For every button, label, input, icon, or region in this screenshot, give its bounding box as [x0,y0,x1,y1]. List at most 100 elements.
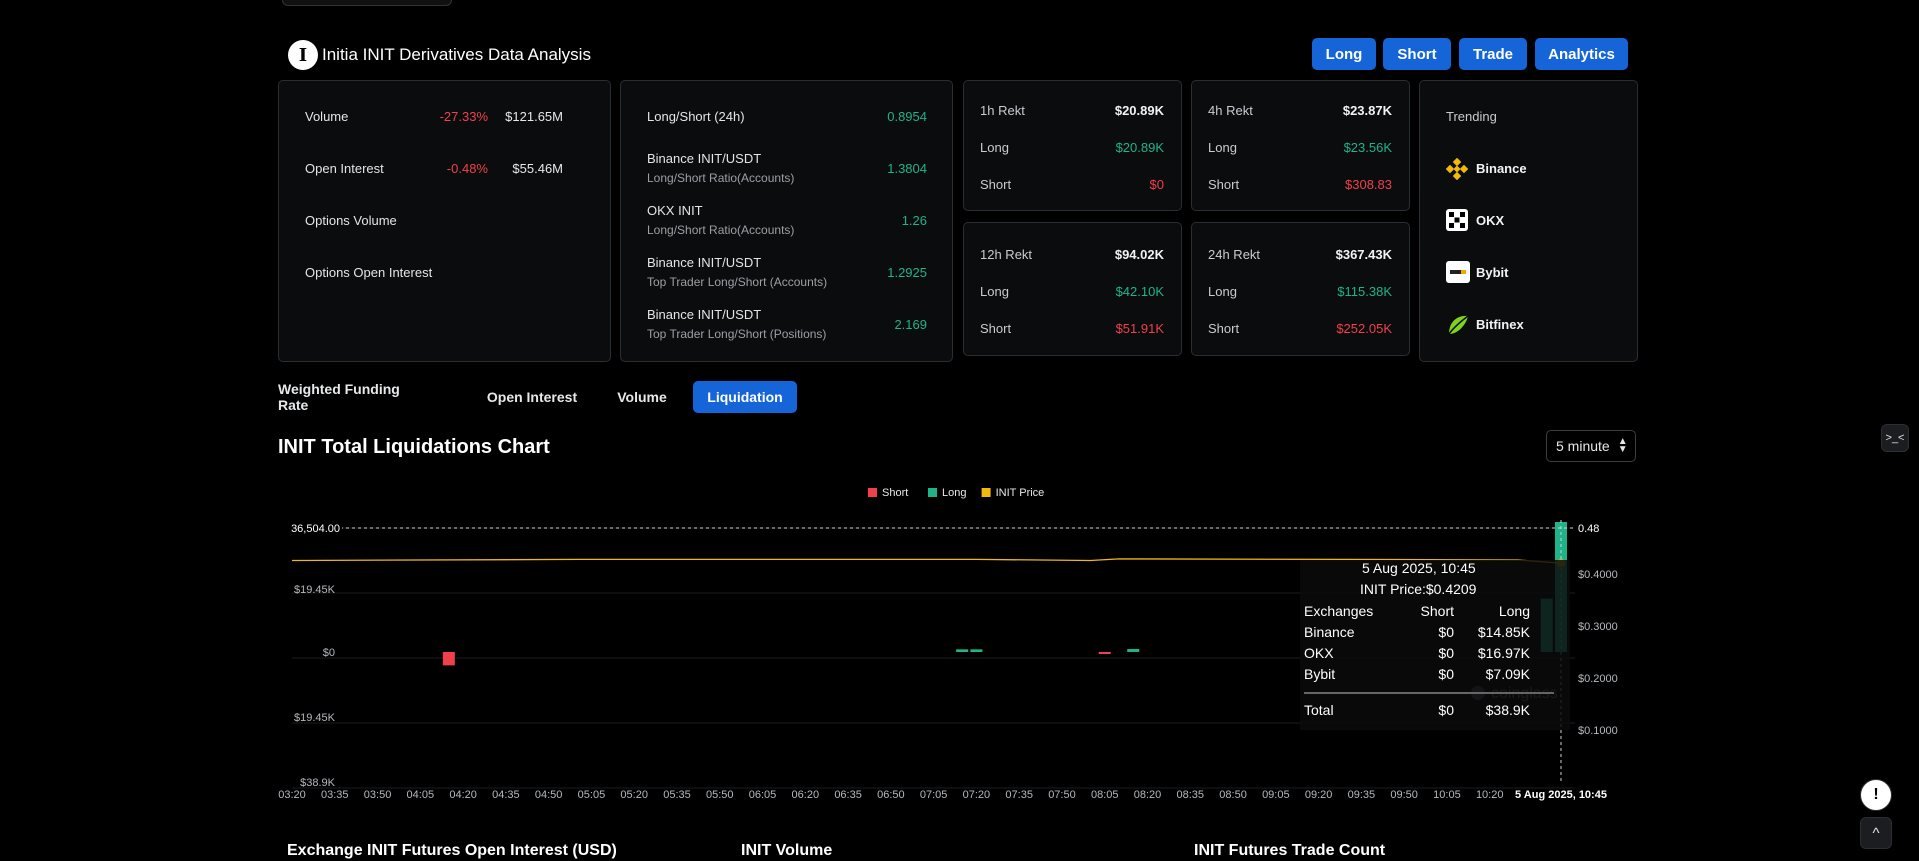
x-tick-label: 05:35 [663,789,691,801]
x-tick-label: 04:05 [407,789,435,801]
tab-open-interest[interactable]: Open Interest [486,389,578,405]
options-open-interest-label: Options Open Interest [305,265,433,280]
summary-card: Volume -27.33% $121.65M Open Interest -0… [278,80,611,362]
tooltip-header-exchanges: Exchanges [1304,603,1374,619]
analytics-button[interactable]: Analytics [1535,38,1628,70]
x-tick-label: 07:20 [963,789,991,801]
left-axis: $19.45K $0 $19.45K $38.9K [294,584,336,789]
x-tick-label: 09:35 [1348,789,1376,801]
x-tick-label: 08:05 [1091,789,1119,801]
volume-section-title: INIT Volume [741,842,833,859]
legend-swatch [868,488,877,497]
rekt-long: $23.56K [1343,140,1392,155]
ratio-value: 1.26 [901,213,927,228]
ratio-label: Binance INIT/USDT [647,307,762,322]
page-title: Initia INIT Derivatives Data Analysis [322,45,591,64]
x-tick-label: 09:50 [1390,789,1418,801]
x-tick-label: 04:35 [492,789,520,801]
trending-item-okx[interactable]: OKX [1476,213,1505,228]
tooltip-exchange: Bybit [1304,666,1336,682]
rekt-title: 24h Rekt [1208,247,1261,262]
rekt-short-label: Short [1208,177,1240,192]
open-interest-label: Open Interest [305,161,384,176]
left-tick-label: $38.9K [300,777,336,789]
top-search-pill[interactable] [282,0,452,6]
bybit-icon [1446,261,1470,283]
interval-select[interactable]: 5 minute ▲ ▼ [1546,430,1636,462]
short-button[interactable]: Short [1383,38,1451,70]
rekt-total: $94.02K [1114,247,1164,262]
tab-volume[interactable]: Volume [617,389,667,405]
legend-swatch [981,488,991,497]
tooltip-long: $14.85K [1477,624,1530,640]
x-tick-label: 07:05 [920,789,948,801]
rekt-total: $23.87K [1342,103,1392,118]
options-volume-label: Options Volume [305,213,397,228]
ratio-sub-label: Top Trader Long/Short (Positions) [647,327,827,341]
rekt-long-label: Long [980,284,1009,299]
x-tick-label: 08:35 [1177,789,1205,801]
open-interest-value: $55.46M [512,161,563,176]
rekt-short: $252.05K [1336,321,1392,336]
trending-item-binance[interactable]: Binance [1476,161,1527,176]
tooltip-short: $0 [1438,624,1454,640]
left-tick-label: $19.45K [294,712,336,724]
rekt-total: $367.43K [1335,247,1392,262]
volume-change: -27.33% [439,109,488,124]
long-button[interactable]: Long [1312,38,1376,70]
trade-count-section-title: INIT Futures Trade Count [1194,842,1386,859]
tooltip-header-long: Long [1498,603,1530,619]
x-tick-label: 08:20 [1134,789,1162,801]
ratio-value: 0.8954 [887,109,927,124]
long-bar [970,649,983,652]
right-axis: $0.4000 $0.3000 $0.2000 $0.1000 [1578,569,1618,737]
legend-label: Short [882,487,908,499]
x-tick-label: 03:50 [364,789,392,801]
arrow-up-icon[interactable]: ^ [1860,817,1892,849]
rekt-card-1h: 1h Rekt $20.89K Long $20.89K Short $0 [963,80,1182,211]
rekt-card-4h: 4h Rekt $23.87K Long $23.56K Short $308.… [1191,80,1410,211]
x-tick-label: 03:35 [321,789,349,801]
right-tick-label: $0.3000 [1578,621,1618,633]
ratio-label: Binance INIT/USDT [647,255,762,270]
x-tick-label-active: 5 Aug 2025, 10:45 [1515,789,1607,801]
rekt-long: $20.89K [1115,140,1164,155]
long-bar [956,649,969,652]
x-tick-label: 07:35 [1005,789,1033,801]
long-short-card: Long/Short (24h) 0.8954 Binance INIT/USD… [620,80,953,362]
feedback-icon[interactable]: ! [1860,779,1892,811]
rekt-long: $42.10K [1115,284,1164,299]
rekt-short-label: Short [980,321,1012,336]
trending-card: Trending Binance OKX Bybit Bitfinex [1419,80,1638,362]
right-tick-label: $0.1000 [1578,725,1618,737]
left-tick-label: $0 [323,647,335,659]
x-tick-label: 10:05 [1433,789,1461,801]
x-tick-label: 03:20 [278,789,306,801]
price-line [291,558,1562,564]
x-tick-label: 06:50 [877,789,905,801]
right-tick-label: $0.4000 [1578,569,1618,581]
x-tick-label: 06:05 [749,789,777,801]
rekt-total: $20.89K [1114,103,1164,118]
legend-label: INIT Price [996,487,1045,499]
open-interest-change: -0.48% [446,161,488,176]
rekt-title: 1h Rekt [980,103,1025,118]
trending-item-bybit[interactable]: Bybit [1476,265,1509,280]
crosshair-label-right: 0.48 [1578,523,1599,535]
tab-weighted-funding-rate[interactable]: Weighted Funding Rate [278,381,400,413]
crosshair-label-right-bg [1574,520,1614,536]
trending-item-bitfinex[interactable]: Bitfinex [1476,317,1524,332]
trade-button[interactable]: Trade [1459,38,1527,70]
x-axis: 03:20 03:35 03:50 04:05 04:20 04:35 04:50 05:05… [278,789,1607,801]
tooltip-total-short: $0 [1438,702,1454,718]
expand-icon[interactable]: >_< [1881,424,1909,452]
ratio-label: Long/Short (24h) [647,109,745,124]
rekt-long-label: Long [1208,140,1237,155]
okx-icon [1446,209,1468,231]
tab-liquidation[interactable]: Liquidation [693,381,797,413]
crosshair-label-left: 36,504.00 [291,523,340,535]
x-tick-label: 05:20 [620,789,648,801]
tooltip-price: INIT Price:$0.4209 [1360,581,1477,597]
right-tick-label: $0.2000 [1578,673,1618,685]
ratio-label: OKX INIT [647,203,703,218]
